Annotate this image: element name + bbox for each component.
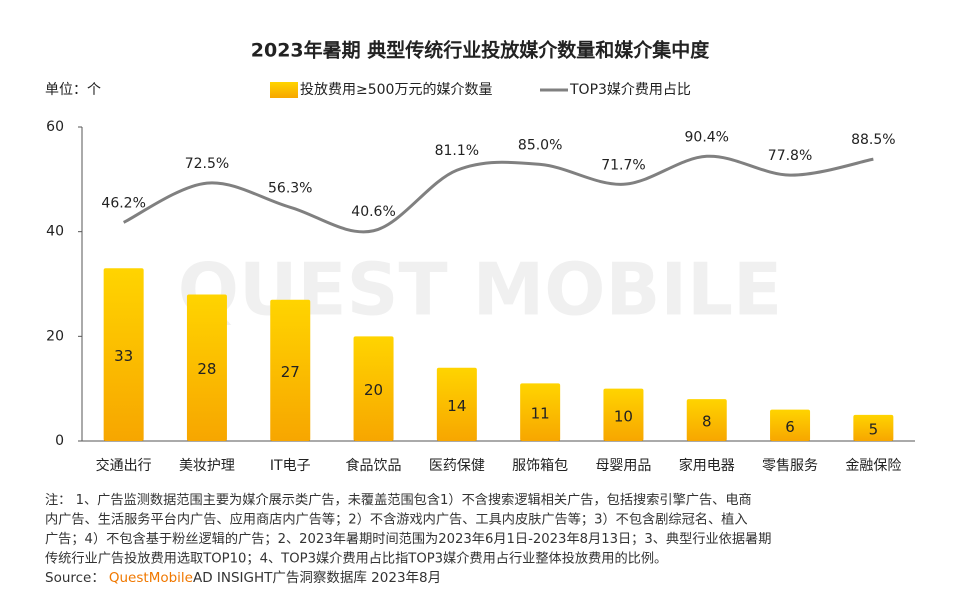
legend-label: 投放费用≥500万元的媒介数量 [300, 82, 492, 98]
x-tick-label: 食品饮品 [346, 457, 402, 474]
data-label: 8 [702, 413, 712, 431]
bar [520, 383, 561, 441]
x-tick-label: 交通出行 [96, 457, 152, 474]
data-label: 5 [869, 420, 879, 438]
x-tick-label: 零售服务 [762, 458, 818, 474]
bar [270, 299, 311, 441]
y-tick-label: 60 [46, 119, 64, 135]
x-tick-label: IT电子 [270, 458, 311, 474]
legend-label: TOP3媒介费用占比 [569, 82, 691, 98]
x-tick-label: 家用电器 [679, 457, 735, 474]
data-label: 10 [614, 407, 633, 425]
data-label: 90.4% [685, 129, 729, 145]
y-tick-label: 40 [46, 224, 64, 240]
data-label: 46.2% [101, 195, 145, 211]
data-label: 27 [281, 363, 300, 381]
data-label: 14 [447, 397, 466, 415]
note-line: 广告；4）不包含基于粉丝逻辑的广告；2、2023年暑期时间范围为2023年6月1… [45, 531, 771, 547]
y-tick-label: 0 [55, 433, 64, 449]
bar [353, 336, 394, 441]
x-tick-label: 母婴用品 [595, 458, 651, 474]
data-label: 28 [197, 360, 216, 378]
data-label: 56.3% [268, 180, 312, 196]
legend-swatch [270, 82, 298, 98]
note-line: 注： 1、广告监测数据范围主要为媒介展示类广告，未覆盖范围包含1）不含搜索逻辑相… [45, 492, 752, 508]
bar [186, 294, 227, 441]
bar [770, 409, 811, 441]
x-tick-label: 服饰箱包 [512, 458, 568, 474]
source-part: QuestMobile [109, 570, 193, 586]
source-part: Source： [45, 570, 105, 586]
bar [603, 388, 644, 441]
source-part: AD INSIGHT广告洞察数据库 2023年8月 [193, 569, 441, 586]
data-label: 85.0% [518, 137, 562, 153]
bar [103, 268, 144, 441]
source: Source： QuestMobileAD INSIGHT广告洞察数据库 2023… [45, 569, 441, 586]
data-label: 33 [114, 347, 133, 365]
data-label: 11 [531, 405, 550, 423]
bar [686, 399, 727, 441]
data-label: 81.1% [435, 143, 479, 159]
bar [436, 367, 477, 441]
note-line: 内广告、生活服务平台内广告、应用商店内广告等；2）不含游戏内广告、工具内皮肤广告… [45, 511, 748, 528]
data-label: 40.6% [351, 204, 395, 220]
data-label: 88.5% [851, 132, 895, 148]
data-label: 6 [785, 418, 795, 436]
data-label: 20 [364, 381, 383, 399]
chart-title: 2023年暑期 典型传统行业投放媒介数量和媒介集中度 [251, 39, 710, 62]
data-label: 77.8% [768, 148, 812, 164]
bar [853, 414, 894, 441]
line [122, 154, 874, 234]
x-tick-label: 医药保健 [429, 458, 485, 474]
watermark: QUEST MOBILE [178, 248, 782, 332]
data-label: 71.7% [601, 157, 645, 173]
data-label: 72.5% [185, 156, 229, 172]
y-tick-label: 20 [46, 328, 64, 344]
note-line: 传统行业广告投放费用选取TOP10；4、TOP3媒介费用占比指TOP3媒介费用占… [45, 551, 667, 567]
x-tick-label: 美妆护理 [179, 458, 235, 474]
unit-label: 单位：个 [45, 82, 101, 98]
x-tick-label: 金融保险 [845, 458, 901, 474]
notes: 注： 1、广告监测数据范围主要为媒介展示类广告，未覆盖范围包含1）不含搜索逻辑相… [45, 492, 771, 586]
